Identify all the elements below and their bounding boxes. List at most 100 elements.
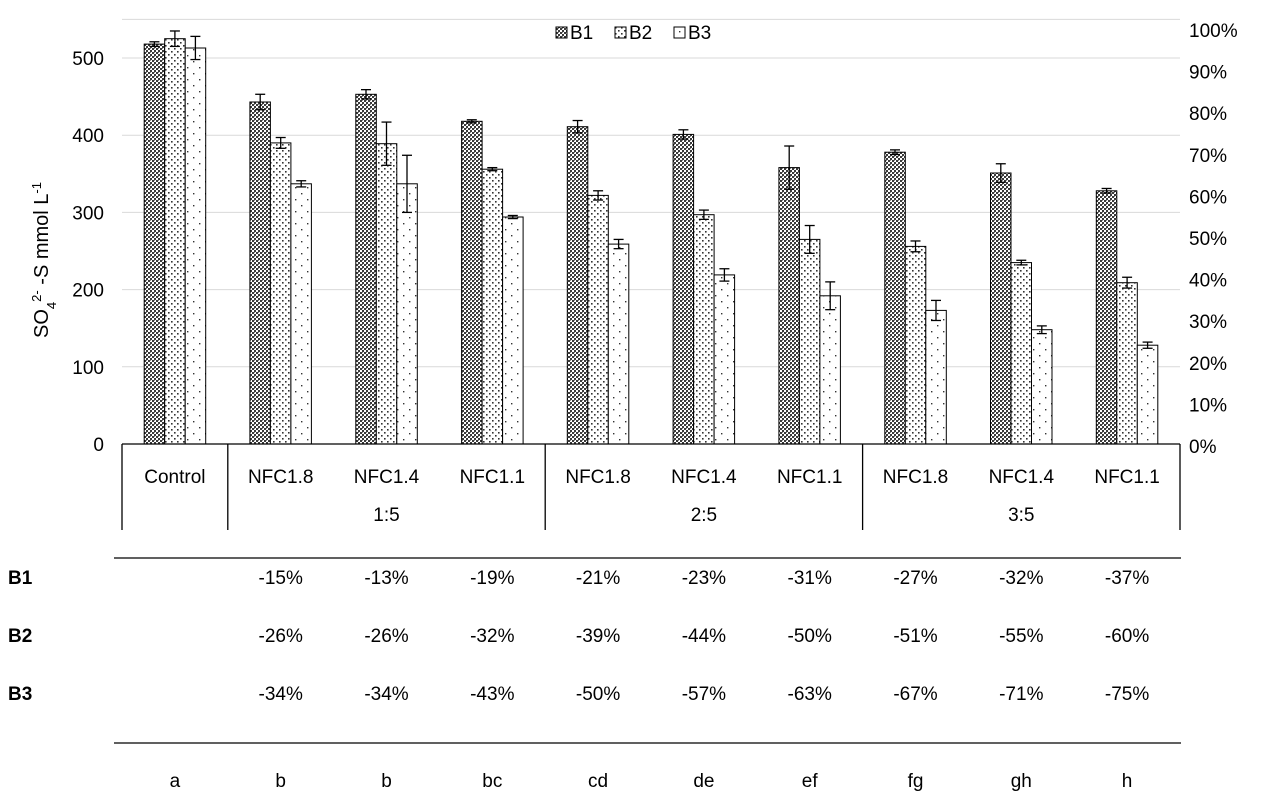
- bar-b2: [798, 238, 821, 445]
- y2-tick-label: 30%: [1189, 312, 1227, 333]
- bar-b2: [587, 194, 609, 445]
- bar-b1: [566, 126, 589, 445]
- table-cell: -63%: [788, 684, 832, 705]
- x-category-label: NFC1.4: [354, 467, 420, 488]
- table-cell: -32%: [470, 626, 514, 647]
- significance-letter: gh: [1011, 771, 1032, 792]
- x-category-label: NFC1.4: [989, 467, 1055, 488]
- table-cell: -39%: [576, 626, 620, 647]
- bar-b3: [925, 309, 947, 445]
- y-tick-label: 500: [72, 49, 104, 70]
- table-row-label: B2: [8, 626, 32, 647]
- bar-b1: [249, 101, 271, 445]
- legend-label: B2: [629, 23, 652, 44]
- table-cell: -23%: [682, 568, 726, 589]
- y-axis-title: SO42- -S mmol L-1: [29, 182, 59, 338]
- group-label: 1:5: [373, 505, 399, 526]
- bar-b1: [1095, 190, 1118, 445]
- table-cell: -26%: [364, 626, 408, 647]
- y-tick-label: 0: [93, 435, 104, 456]
- significance-letter: b: [381, 771, 392, 792]
- x-category-label: NFC1.8: [883, 467, 948, 488]
- table-cell: -55%: [999, 626, 1043, 647]
- significance-letter: h: [1122, 771, 1133, 792]
- table-cell: -37%: [1105, 568, 1149, 589]
- table-cell: -44%: [682, 626, 726, 647]
- bar-b1: [778, 167, 800, 445]
- significance-letter: cd: [588, 771, 608, 792]
- y-axis-title-sup: 2-: [29, 290, 44, 302]
- table-cell: -19%: [470, 568, 514, 589]
- y2-tick-label: 50%: [1189, 229, 1227, 250]
- bar-b1: [884, 151, 906, 445]
- significance-letter: ef: [802, 771, 819, 792]
- y-tick-label: 400: [72, 126, 104, 147]
- bar-b1: [143, 43, 166, 445]
- table-cell: -21%: [576, 568, 620, 589]
- bar-b1: [990, 172, 1012, 445]
- table-cell: -34%: [259, 684, 303, 705]
- bar-b2: [693, 214, 715, 445]
- y2-tick-label: 70%: [1189, 146, 1227, 167]
- significance-letter: b: [275, 771, 286, 792]
- x-category-label: NFC1.4: [671, 467, 737, 488]
- legend-swatch-b1: [555, 26, 568, 39]
- table-row-label: B3: [8, 684, 32, 705]
- error-bars: [149, 30, 1153, 349]
- bar-b2: [375, 143, 398, 445]
- bar-b2: [164, 38, 186, 445]
- x-category-label: NFC1.8: [248, 467, 313, 488]
- table-cell: -32%: [999, 568, 1043, 589]
- bar-b1: [355, 93, 377, 445]
- bar-b1: [672, 133, 695, 445]
- y2-tick-label: 10%: [1189, 395, 1227, 416]
- group-label: 2:5: [691, 505, 717, 526]
- significance-letter: de: [693, 771, 714, 792]
- y-tick-label: 200: [72, 281, 104, 302]
- bar-b3: [396, 183, 418, 445]
- x-category-label: NFC1.1: [777, 467, 842, 488]
- table-cell: -15%: [259, 568, 303, 589]
- table-cell: -75%: [1105, 684, 1149, 705]
- bar-b2: [1116, 282, 1138, 445]
- bars: [143, 38, 1159, 445]
- y2-tick-label: 90%: [1189, 63, 1227, 84]
- table-cell: -50%: [788, 626, 832, 647]
- bar-b3: [1031, 329, 1053, 445]
- y2-tick-label: 20%: [1189, 354, 1227, 375]
- bar-b3: [607, 243, 630, 445]
- y-axis-title-rest: -S mmol L: [31, 194, 53, 291]
- y-tick-label: 300: [72, 203, 104, 224]
- legend-label: B3: [688, 23, 711, 44]
- y2-tick-label: 100%: [1189, 21, 1238, 42]
- bar-b2: [481, 168, 504, 445]
- table-cell: -57%: [682, 684, 726, 705]
- table-cell: -26%: [259, 626, 303, 647]
- table-cell: -34%: [364, 684, 408, 705]
- legend-swatch-b3: [673, 26, 686, 39]
- x-category-label: NFC1.1: [1094, 467, 1159, 488]
- bar-b2: [1010, 262, 1032, 445]
- y-tick-label: 100: [72, 358, 104, 379]
- y2-tick-label: 0%: [1189, 437, 1217, 458]
- x-category-label: Control: [144, 467, 205, 488]
- table-cell: -31%: [788, 568, 832, 589]
- significance-letter: fg: [908, 771, 924, 792]
- x-category-label: NFC1.8: [565, 467, 630, 488]
- group-label: 3:5: [1008, 505, 1034, 526]
- legend: B1 B2 B3: [555, 23, 711, 44]
- table-cell: -60%: [1105, 626, 1149, 647]
- table-cell: -71%: [999, 684, 1043, 705]
- bar-b3: [502, 216, 524, 445]
- legend-label: B1: [570, 23, 593, 44]
- bar-b2: [269, 142, 292, 445]
- data-table: B1 -15% -13% -19% -21% -23% -31% -27% -32% -37% B2…: [8, 557, 1181, 792]
- bar-b3: [184, 47, 207, 445]
- bar-b2: [904, 245, 927, 445]
- bar-b1: [461, 120, 483, 445]
- y-axis-title-main: SO: [31, 309, 53, 338]
- y-axis-title-sub: 4: [44, 302, 59, 309]
- bar-b3: [290, 183, 312, 445]
- legend-swatch-b2: [614, 26, 627, 39]
